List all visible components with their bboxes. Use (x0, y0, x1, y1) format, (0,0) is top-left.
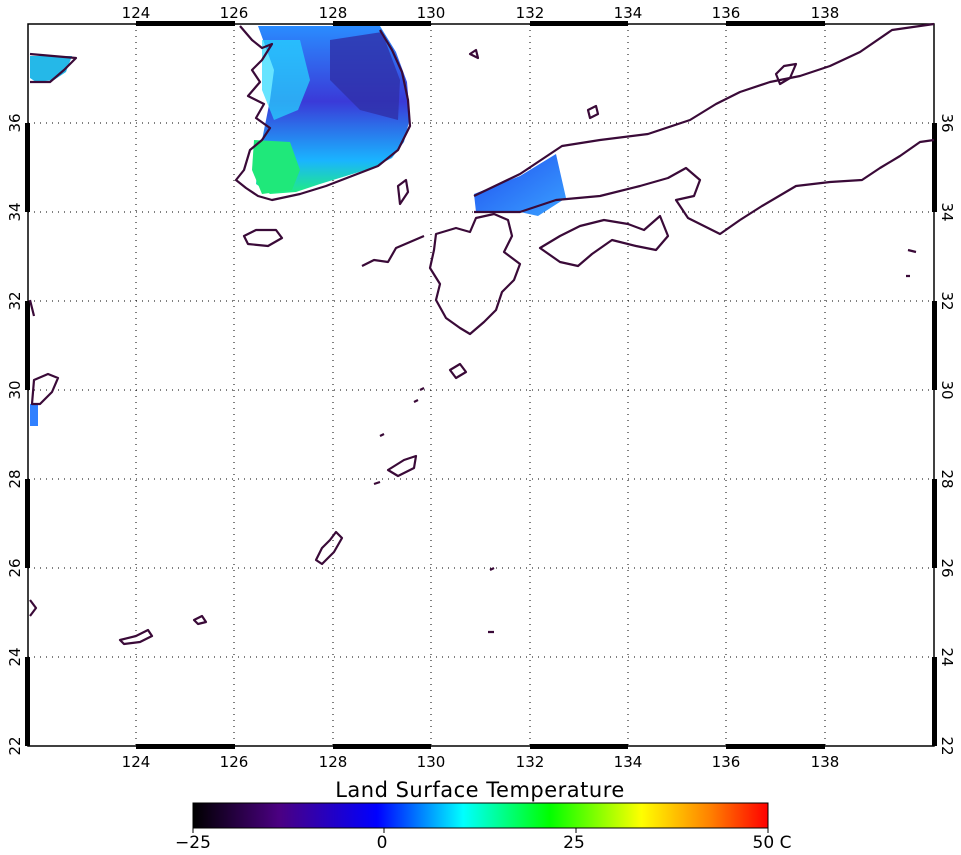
colorbar-label-mid: 25 (563, 833, 585, 853)
lat-labels-right: 22 24 26 28 30 32 34 36 (938, 113, 956, 755)
tsushima-island (396, 178, 410, 206)
lon-label-bottom: 138 (811, 753, 840, 771)
izu-islands (906, 248, 917, 278)
lon-label-top: 136 (712, 4, 741, 22)
honshu-coast (473, 22, 935, 236)
china-coast (29, 52, 78, 84)
lat-label-right: 28 (938, 469, 956, 488)
honshu-temperature-patch (474, 154, 566, 216)
jeju-island (242, 228, 284, 248)
korea-dark-patch (330, 32, 400, 120)
lon-label-bottom: 130 (417, 753, 446, 771)
lon-label-top: 138 (811, 4, 840, 22)
lat-label-right: 24 (938, 647, 956, 666)
lon-label-bottom: 134 (614, 753, 643, 771)
lat-labels-left: 22 24 26 28 30 32 34 36 (6, 113, 24, 755)
korea-west-patch (262, 40, 310, 120)
map-frame (27, 23, 935, 747)
goto-islands (361, 234, 425, 267)
lat-label-left: 36 (6, 113, 24, 132)
okinawa-island (314, 530, 344, 566)
lat-label-right: 32 (938, 291, 956, 310)
colorbar-title: Land Surface Temperature (335, 778, 625, 802)
lat-label-left: 34 (6, 202, 24, 221)
lon-label-top: 134 (614, 4, 643, 22)
lon-label-bottom: 124 (122, 753, 151, 771)
colorbar-label-min: −25 (175, 833, 211, 853)
china-coast-patch (30, 56, 72, 82)
korea-south-patch (252, 140, 300, 194)
lat-label-right: 26 (938, 558, 956, 577)
sado-island (774, 62, 798, 86)
lon-labels-top: 124 126 128 130 132 134 136 138 (122, 4, 840, 22)
lat-label-right: 30 (938, 380, 956, 399)
lon-label-top: 126 (220, 4, 249, 22)
kyushu-coast (428, 212, 522, 336)
oki-island (586, 104, 600, 120)
shikoku-coast (538, 214, 670, 268)
ulleung-island (468, 48, 480, 60)
colorbar: Land Surface Temperature −25 0 25 50 C (175, 778, 791, 853)
lat-label-left: 30 (6, 380, 24, 399)
taiwan-coast (28, 299, 38, 617)
lon-label-bottom: 128 (319, 753, 348, 771)
lon-label-top: 130 (417, 4, 446, 22)
lat-label-right: 34 (938, 202, 956, 221)
miyako-island (192, 614, 208, 626)
colorbar-label-max: 50 C (753, 833, 792, 853)
lon-label-bottom: 132 (516, 753, 545, 771)
daito-islands (488, 567, 495, 634)
colorbar-label-zero: 0 (377, 833, 388, 853)
lat-label-left: 26 (6, 558, 24, 577)
temperature-field (30, 26, 566, 426)
border-bars (25, 21, 937, 749)
amami-island (386, 454, 418, 478)
lat-label-left: 32 (6, 291, 24, 310)
graticule (28, 24, 934, 746)
lon-label-top: 132 (516, 4, 545, 22)
tanegashima-islands (448, 362, 468, 380)
coast-patch-west (30, 404, 38, 426)
lon-label-top: 124 (122, 4, 151, 22)
tokara-islands (373, 387, 425, 486)
lat-label-left: 24 (6, 647, 24, 666)
ishigaki-island (118, 628, 154, 646)
lat-label-right: 36 (938, 113, 956, 132)
lat-label-right: 22 (938, 736, 956, 755)
lat-label-left: 28 (6, 469, 24, 488)
lon-label-bottom: 136 (712, 753, 741, 771)
colorbar-gradient (192, 802, 769, 829)
coastlines (28, 22, 935, 646)
lon-label-bottom: 126 (220, 753, 249, 771)
east-china-islands (30, 372, 60, 406)
korea-coast (234, 25, 412, 202)
lon-labels-bottom: 124 126 128 130 132 134 136 138 (122, 753, 840, 771)
lat-label-left: 22 (6, 736, 24, 755)
lon-label-top: 128 (319, 4, 348, 22)
